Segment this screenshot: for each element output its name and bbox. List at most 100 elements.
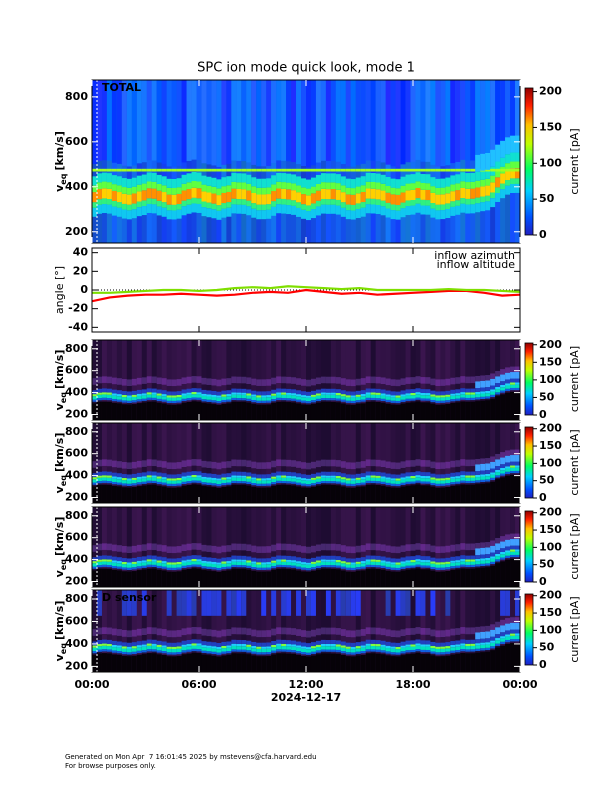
spectrogram-cell xyxy=(186,555,193,560)
spectrogram-cell xyxy=(201,460,208,468)
spectrogram-cell xyxy=(181,562,188,566)
spectrogram-cell xyxy=(181,393,188,396)
spectrogram-cell xyxy=(241,653,247,672)
spectrogram-cell xyxy=(405,478,412,482)
spectrogram-cell xyxy=(495,192,501,202)
spectrogram-cell xyxy=(490,149,496,167)
spectrogram-cell xyxy=(151,639,158,644)
spectrogram-cell xyxy=(425,560,432,563)
spectrogram-cell xyxy=(241,459,247,467)
spectrogram-cell xyxy=(430,399,436,403)
y-tick-label: 200 xyxy=(65,225,88,238)
spectrogram-cell xyxy=(440,462,446,469)
spectrogram-cell xyxy=(126,178,133,188)
spectrogram-cell xyxy=(261,590,267,616)
spectrogram-cell xyxy=(395,590,402,616)
spectrogram-cell xyxy=(435,80,441,167)
spectrogram-cell xyxy=(131,477,138,480)
spectrogram-cell xyxy=(385,482,392,486)
spectrogram-cell xyxy=(425,389,432,394)
spectrogram-cell xyxy=(226,651,232,654)
spectrogram-cell xyxy=(365,204,372,214)
spectrogram-cell xyxy=(186,168,193,172)
spectrogram-cell xyxy=(440,400,446,403)
spectrogram-cell xyxy=(340,545,347,552)
spectrogram-cell xyxy=(291,478,297,482)
spectrogram-cell xyxy=(226,645,232,648)
spectrogram-cell xyxy=(480,547,486,555)
spectrogram-cell xyxy=(231,392,237,395)
spectrogram-cell xyxy=(475,477,481,481)
spectrogram-cell xyxy=(475,548,481,556)
y-tick-label: 0 xyxy=(80,283,88,296)
colorbar-tick-label: 0 xyxy=(539,408,547,421)
spectrogram-cell xyxy=(370,401,377,420)
spectrogram-cell xyxy=(400,590,407,616)
spectrogram-cell xyxy=(365,394,372,398)
spectrogram-cell xyxy=(385,394,392,397)
spectrogram-cell xyxy=(475,171,481,181)
spectrogram-cell xyxy=(470,204,476,214)
spectrogram-cell xyxy=(291,200,297,206)
spectrogram-cell xyxy=(211,655,218,672)
spectrogram-cell xyxy=(380,190,387,201)
spectrogram-cell xyxy=(261,168,267,172)
spectrogram-cell xyxy=(221,561,227,564)
spectrogram-cell xyxy=(395,480,402,484)
spectrogram-cell xyxy=(301,194,307,205)
spectrogram-cell xyxy=(375,189,382,200)
spectrogram-cell xyxy=(281,388,287,393)
spectrogram-cell xyxy=(395,80,402,167)
spectrogram-cell xyxy=(395,567,402,571)
spectrogram-cell xyxy=(510,617,516,624)
spectrogram-cell xyxy=(111,650,118,653)
spectrogram-cell xyxy=(116,394,123,397)
spectrogram-cell xyxy=(375,394,382,399)
spectrogram-cell xyxy=(92,486,98,503)
spectrogram-cell xyxy=(176,483,183,486)
spectrogram-cell xyxy=(181,190,188,201)
spectrogram-cell xyxy=(191,401,198,420)
spectrogram-cell xyxy=(151,388,158,393)
spectrogram-cell xyxy=(216,404,222,420)
spectrogram-cell xyxy=(116,641,123,646)
spectrogram-cell xyxy=(226,641,232,646)
spectrogram-cell xyxy=(226,629,232,636)
spectrogram-cell xyxy=(136,560,143,563)
spectrogram-cell xyxy=(365,480,372,484)
spectrogram-cell xyxy=(415,639,422,644)
spectrogram-cell xyxy=(400,557,407,562)
spectrogram-cell xyxy=(306,168,312,172)
spectrogram-cell xyxy=(515,178,520,184)
spectrogram-cell xyxy=(330,543,337,551)
spectrogram-cell xyxy=(286,189,292,200)
spectrogram-cell xyxy=(301,168,307,172)
spectrogram-cell xyxy=(425,402,432,420)
spectrogram-cell xyxy=(166,400,173,403)
spectrogram-cell xyxy=(196,376,203,383)
spectrogram-cell xyxy=(505,546,511,551)
spectrogram-cell xyxy=(261,571,267,587)
spectrogram-cell xyxy=(400,651,407,654)
spectrogram-cell xyxy=(320,168,327,172)
y-label-unit: [km/s] xyxy=(53,433,66,472)
spectrogram-cell xyxy=(261,562,267,565)
spectrogram-cell xyxy=(196,653,203,672)
spectrogram-cell xyxy=(340,168,347,172)
spectrogram-cell xyxy=(196,188,203,199)
spectrogram-cell xyxy=(420,80,427,162)
spectrogram-cell xyxy=(395,571,402,587)
spectrogram-cell xyxy=(121,404,128,420)
spectrogram-cell xyxy=(375,398,382,401)
spectrogram-cell xyxy=(291,565,297,568)
spectrogram-cell xyxy=(96,392,103,395)
spectrogram-cell xyxy=(281,168,287,172)
spectrogram-cell xyxy=(410,649,417,653)
spectrogram-cell xyxy=(306,195,312,206)
spectrogram-cell xyxy=(281,376,287,384)
spectrogram-cell xyxy=(246,650,252,653)
spectrogram-cell xyxy=(231,564,237,568)
spectrogram-cell xyxy=(196,401,203,420)
spectrogram-cell xyxy=(286,644,292,647)
spectrogram-cell xyxy=(231,555,237,560)
